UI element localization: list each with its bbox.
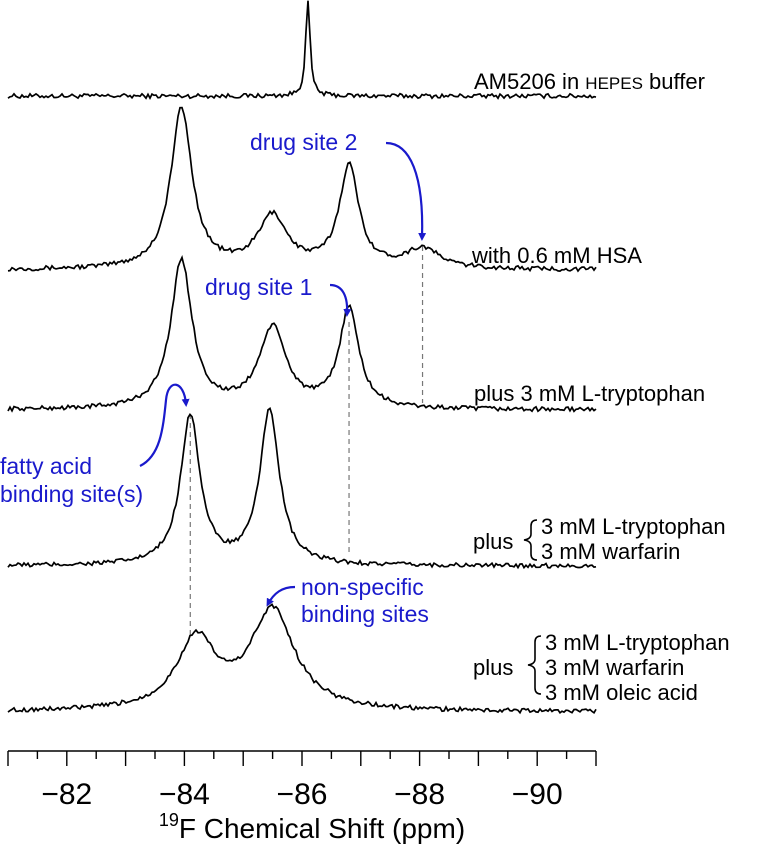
x-tick-label: −82 [41,778,92,811]
x-tick-label: −90 [512,778,563,811]
annotation-nonspecific-line2: binding sites [301,601,429,627]
series-label-oleic-prefix: plus [473,655,513,680]
x-tick-label: −84 [159,778,210,811]
spectra [7,0,597,715]
reference-lines [189,246,424,636]
annotation-drug-site-1: drug site 1 [205,274,312,300]
spectrum-buffer [7,0,597,100]
series-label-hsa: with 0.6 mM HSA [471,243,642,268]
series-label-oleic-line2: 3 mM warfarin [545,655,684,680]
series-label-oleic-line1: 3 mM L-tryptophan [545,630,730,655]
series-label-trp-warfarin-line1: 3 mM L-tryptophan [541,514,726,539]
arrow-drug-site-1 [329,283,352,317]
arrow-drug-site-2 [385,141,427,241]
annotations: drug site 2 drug site 1 fatty acid bindi… [0,129,429,627]
series-label-trp-warfarin-prefix: plus [473,529,513,554]
x-axis-title: 19F Chemical Shift (ppm) [159,810,465,844]
series-labels: AM5206 in HEPES buffer with 0.6 mM HSA p… [471,69,730,705]
brace-3 [523,519,538,561]
annotation-nonspecific-line1: non-specific [301,574,424,600]
series-label-oleic-line3: 3 mM oleic acid [545,680,698,705]
brace-4 [527,635,542,695]
series-label-buffer: AM5206 in HEPES buffer [474,69,705,94]
annotation-drug-site-2: drug site 2 [250,129,357,155]
annotation-fatty-acid-line2: binding site(s) [0,481,143,507]
series-label-trp: plus 3 mM L-tryptophan [474,381,705,406]
series-label-trp-warfarin-line2: 3 mM warfarin [541,539,680,564]
x-axis: −82 −84 −86 −88 −90 19F Chemical Shift (ppm) [7,750,597,844]
spectrum-trp [7,254,597,413]
x-tick-label: −88 [394,778,445,811]
spectrum-hsa [7,106,597,273]
arrow-nonspecific [266,585,296,607]
spectrum-trp_warfarin_oleic [7,603,597,715]
spectrum-trp_warfarin [7,406,597,570]
arrow-fatty-acid [139,383,190,467]
x-tick-label: −86 [277,778,328,811]
annotation-fatty-acid-line1: fatty acid [0,453,92,479]
